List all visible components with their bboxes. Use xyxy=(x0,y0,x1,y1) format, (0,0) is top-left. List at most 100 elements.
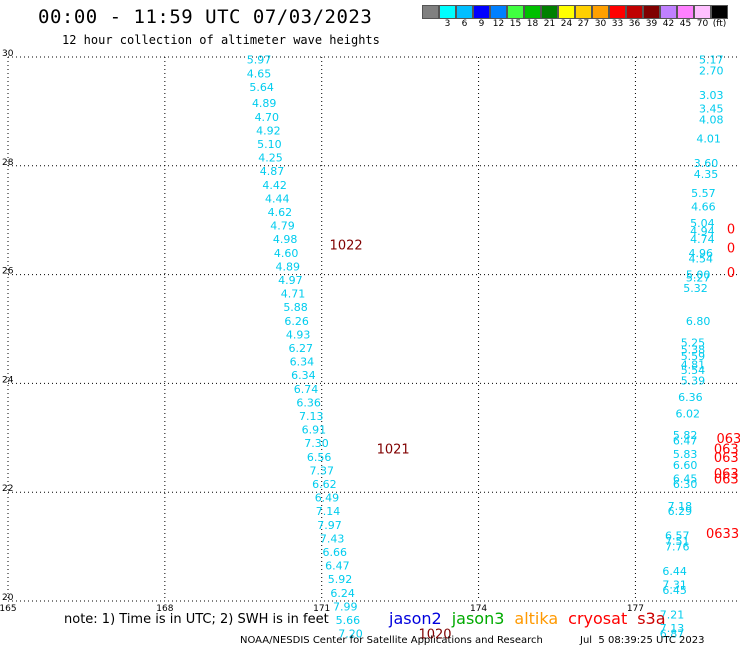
legend-label: 42 xyxy=(662,19,675,29)
swh-value: 7.21 xyxy=(660,609,685,622)
swh-value: 5.82 xyxy=(673,429,698,442)
swh-value: 4.42 xyxy=(262,179,287,192)
time-label: 063 xyxy=(714,443,739,458)
time-label: 063 xyxy=(714,473,739,488)
swh-value: 6.26 xyxy=(284,315,309,328)
swh-value: 6.29 xyxy=(668,505,693,518)
legend-swatch xyxy=(626,5,643,19)
time-label: 063 xyxy=(714,467,739,482)
swh-value: 7.43 xyxy=(320,532,345,545)
swh-value: 6.74 xyxy=(294,383,319,396)
legend-swatch xyxy=(439,5,456,19)
swh-value: 4.89 xyxy=(275,260,300,273)
swh-value: 4.66 xyxy=(691,201,716,214)
legend-label: 24 xyxy=(560,19,573,29)
swh-value: 4.44 xyxy=(265,192,290,205)
swh-value: 5.25 xyxy=(681,337,706,350)
legend-label: 30 xyxy=(594,19,607,29)
swh-value: 3.45 xyxy=(699,103,724,116)
swh-value: 6.36 xyxy=(296,396,321,409)
legend-swatch xyxy=(592,5,609,19)
legend-label: 36 xyxy=(628,19,641,29)
swh-value: 5.54 xyxy=(681,364,706,377)
legend-label: (ft) xyxy=(712,19,727,29)
swh-value: 5.88 xyxy=(283,301,308,314)
swh-value: 6.45 xyxy=(673,473,698,486)
swh-value: 5.59 xyxy=(681,350,706,363)
swh-value: 4.62 xyxy=(268,206,293,219)
swh-value: 5.10 xyxy=(257,138,282,151)
swh-value: 6.27 xyxy=(289,342,314,355)
swh-value: 4.94 xyxy=(690,225,715,238)
swh-value: 6.57 xyxy=(665,530,690,543)
swh-value: 4.71 xyxy=(281,288,306,301)
swh-value: 4.08 xyxy=(699,114,724,127)
legend-swatches xyxy=(422,5,728,19)
swh-value: 4.25 xyxy=(258,152,283,165)
legend-swatch xyxy=(507,5,524,19)
swh-value: 4.96 xyxy=(689,247,714,260)
legend-swatch xyxy=(694,5,711,19)
x-tick-label: 174 xyxy=(470,604,487,614)
x-tick-label: 177 xyxy=(627,604,644,614)
swh-value: 7.31 xyxy=(662,579,687,592)
satellite-cryosat: cryosat xyxy=(568,609,628,628)
swh-value: 6.87 xyxy=(660,628,685,641)
y-tick-label: 30 xyxy=(2,49,14,59)
time-label: 1021 xyxy=(377,443,410,458)
x-tick-label: 171 xyxy=(313,604,330,614)
satellite-s3a: s3a xyxy=(637,609,666,628)
y-tick-label: 20 xyxy=(2,593,14,603)
swh-value: 7.30 xyxy=(304,437,329,450)
swh-value: 5.83 xyxy=(673,448,698,461)
swh-value: 4.92 xyxy=(256,124,281,137)
legend-label: 15 xyxy=(509,19,522,29)
swh-value: 4.81 xyxy=(681,358,706,371)
swh-value: 7.97 xyxy=(317,519,342,532)
swh-value: 6.49 xyxy=(315,492,340,505)
legend-label: 9 xyxy=(478,19,485,29)
swh-value: 4.65 xyxy=(247,67,272,80)
y-tick-label: 24 xyxy=(2,375,14,385)
swh-value: 4.74 xyxy=(690,233,715,246)
swh-value: 4.54 xyxy=(689,252,714,265)
satellite-altika: altika xyxy=(514,609,559,628)
legend-label: 18 xyxy=(526,19,539,29)
swh-value: 5.92 xyxy=(328,573,353,586)
legend-swatch xyxy=(558,5,575,19)
swh-value: 7.37 xyxy=(309,464,334,477)
time-label: 0 xyxy=(727,222,735,237)
time-label: 063 xyxy=(714,451,739,466)
swh-value: 7.13 xyxy=(660,622,685,635)
legend-label: 39 xyxy=(645,19,658,29)
swh-value: 6.47 xyxy=(673,435,698,448)
legend-swatch xyxy=(575,5,592,19)
swh-value: 5.38 xyxy=(681,344,706,357)
swh-value: 6.24 xyxy=(330,587,355,600)
swh-value: 4.70 xyxy=(255,111,280,124)
legend-swatch xyxy=(490,5,507,19)
legend-label: 12 xyxy=(492,19,505,29)
swh-value: 5.27 xyxy=(686,271,711,284)
chart-subtitle: 12 hour collection of altimeter wave hei… xyxy=(62,33,380,47)
swh-value: 4.01 xyxy=(696,133,721,146)
swh-value: 6.80 xyxy=(686,315,711,328)
swh-value: 6.44 xyxy=(662,565,687,578)
legend-swatch xyxy=(541,5,558,19)
swh-value: 7.18 xyxy=(668,500,693,513)
swh-value: 5.39 xyxy=(681,375,706,388)
swh-value: 6.91 xyxy=(302,424,327,437)
satellite-jason2: jason2 xyxy=(389,609,442,628)
credit-text: NOAA/NESDIS Center for Satellite Applica… xyxy=(240,635,543,646)
satellite-legend: jason2 jason3 altika cryosat s3a xyxy=(389,609,676,628)
swh-value: 4.93 xyxy=(286,328,311,341)
swh-value: 6.56 xyxy=(307,451,332,464)
credit-date: Jul 5 08:39:25 UTC 2023 xyxy=(580,635,705,646)
time-label: 1022 xyxy=(330,239,363,254)
swh-value: 6.34 xyxy=(291,369,316,382)
swh-value: 4.97 xyxy=(278,274,303,287)
footer-note: note: 1) Time is in UTC; 2) SWH is in fe… xyxy=(64,612,329,627)
time-label: 0 xyxy=(727,266,735,281)
swh-value: 3.03 xyxy=(699,89,724,102)
